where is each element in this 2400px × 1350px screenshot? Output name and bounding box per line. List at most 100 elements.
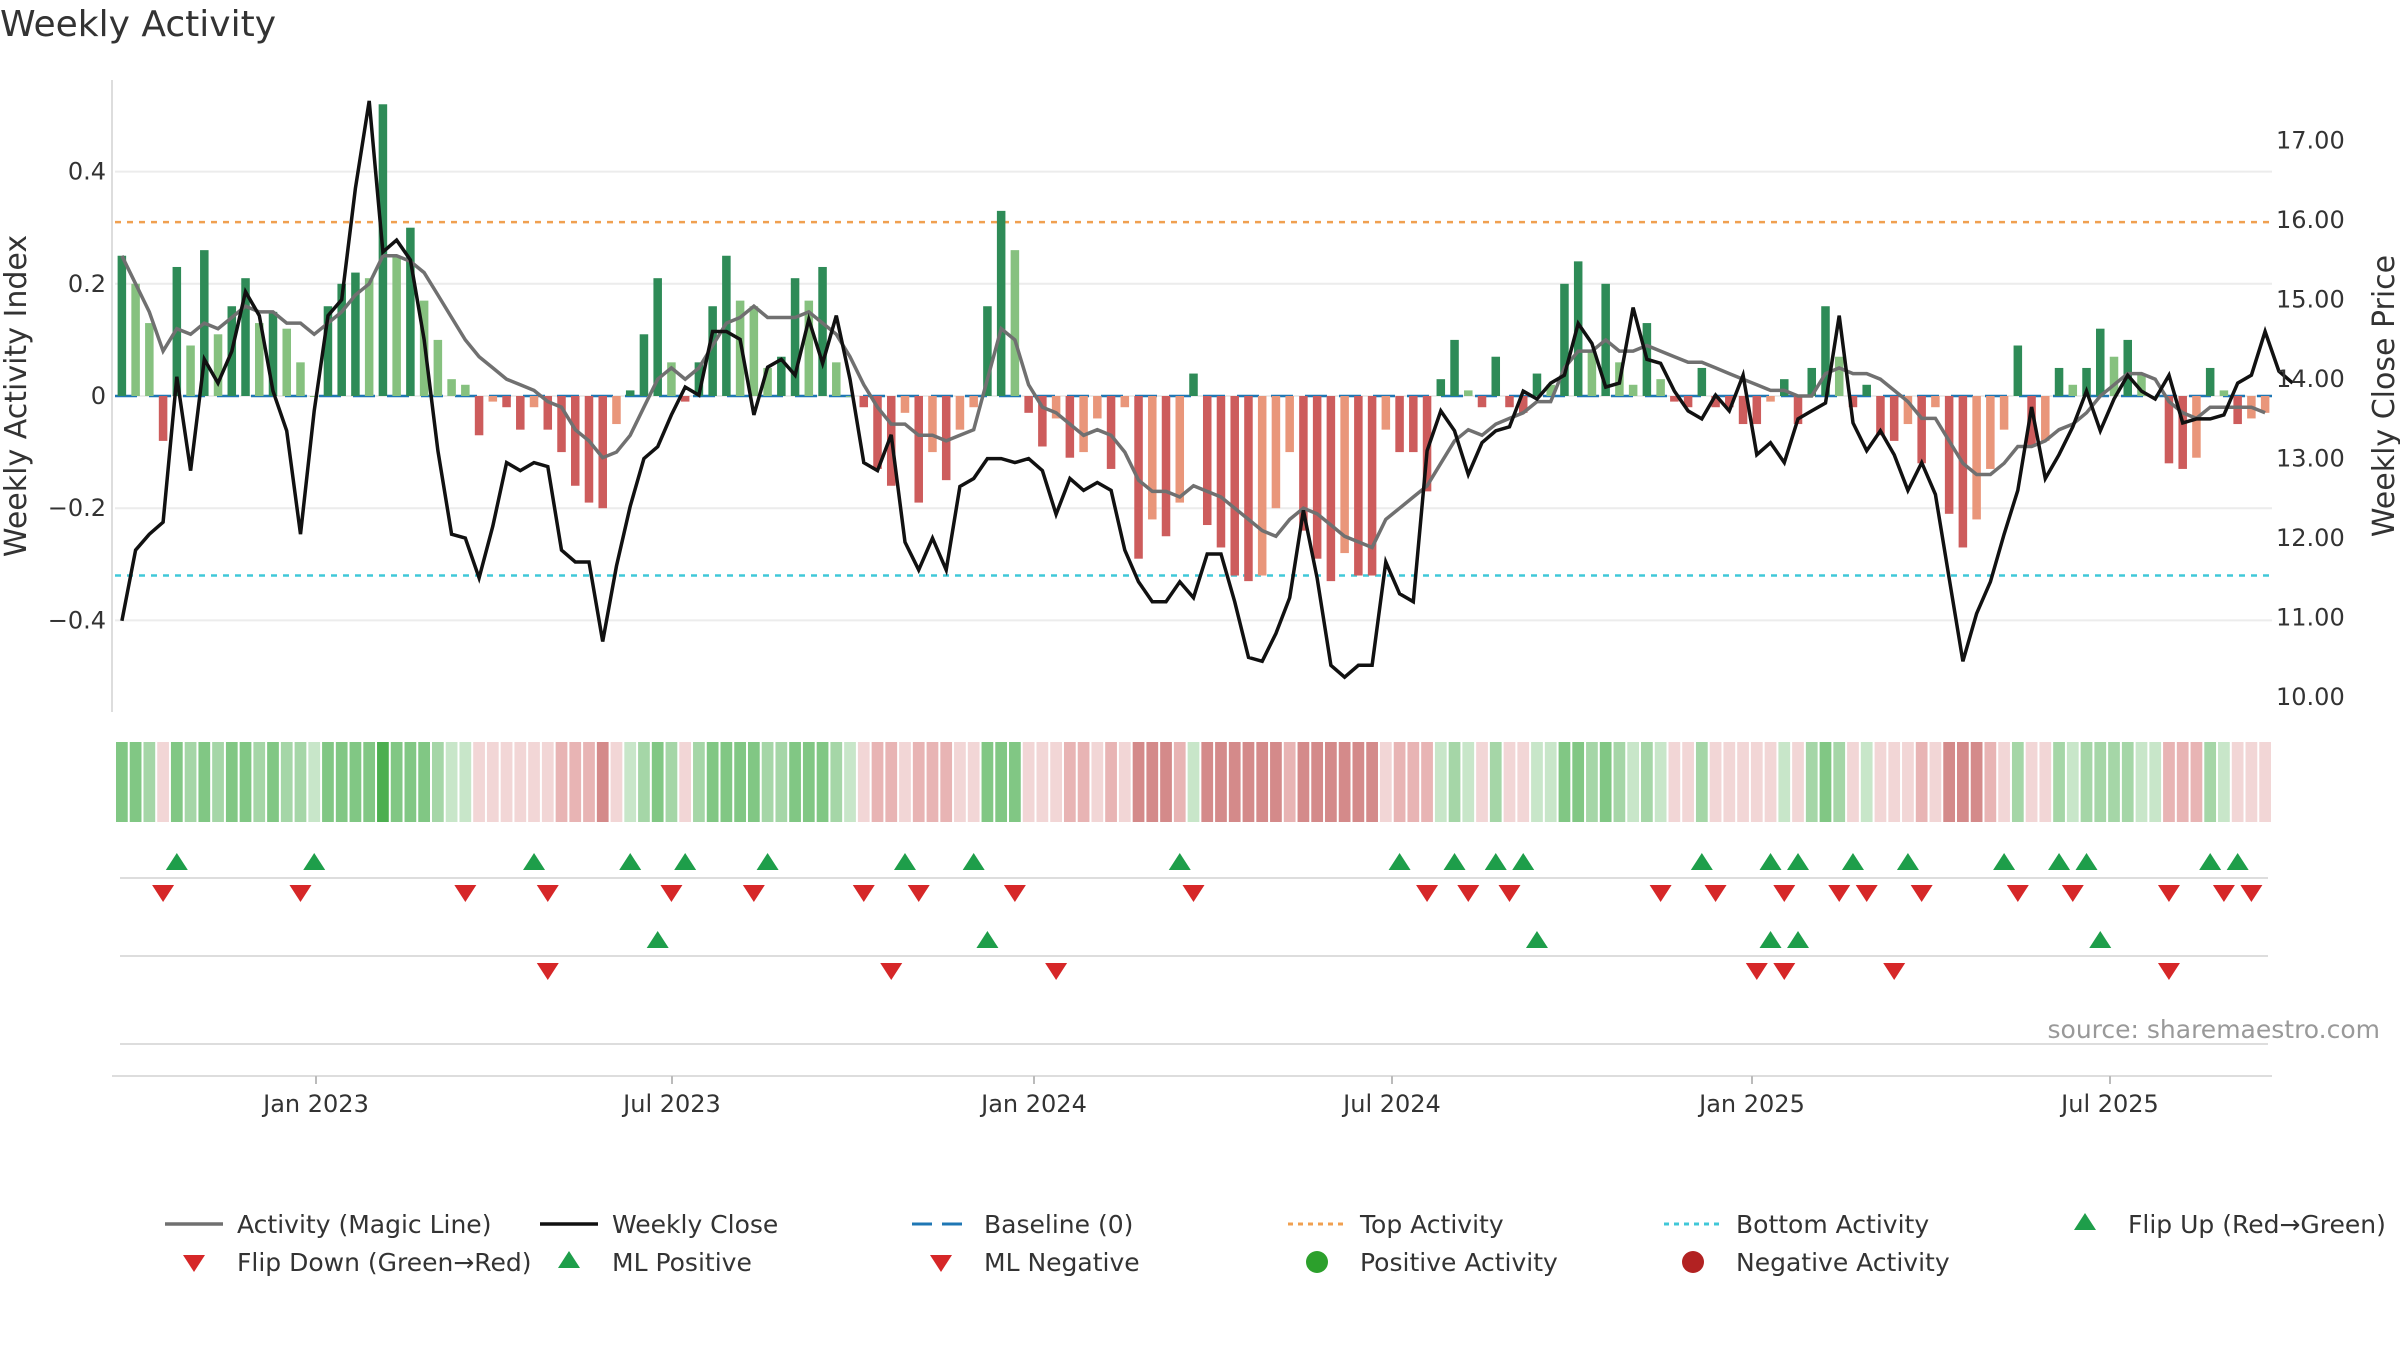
band-cell [734,742,746,822]
y-right-tick-label: 14.00 [2276,365,2345,393]
legend-item: Flip Down (Green→Red) [183,1248,532,1277]
flip-markers-panel [120,853,2268,902]
flip-up-marker [2075,853,2098,870]
activity-bar [1367,396,1377,576]
flip-down-marker [152,885,175,902]
flip-down-marker [2061,885,2084,902]
band-cell [1764,742,1777,822]
activity-bar [1340,396,1349,554]
activity-bar [612,396,621,425]
band-cell [1558,742,1571,822]
band-cell [1544,742,1557,822]
activity-bar [1024,396,1033,413]
flip-down-marker [1649,885,1672,902]
band-cell [844,742,856,822]
band-cell [1874,742,1887,822]
activity-bar [488,396,498,402]
flip-up-marker [1841,853,1864,870]
flip-down-marker [1773,885,1796,902]
band-cell [638,742,650,822]
band-cell [1132,742,1145,822]
flip-down-marker [742,885,765,902]
band-cell [1118,742,1131,822]
band-cell [679,742,692,822]
activity-bar [2013,345,2023,396]
activity-bar [1711,396,1720,408]
y-left-tick-label: 0 [91,382,106,410]
band-cell [1984,742,1997,822]
flip-up-marker [165,853,188,870]
flip-up-marker [1690,853,1713,870]
legend-item: Flip Up (Red→Green) [2074,1210,2386,1239]
flip-down-marker [1828,885,1851,902]
band-cell [1091,742,1104,822]
activity-bar [584,396,594,503]
band-cell [1599,742,1612,822]
activity-bar [1422,396,1432,492]
band-cell [280,742,293,822]
band-cell [225,742,238,822]
activity-bar [323,306,333,396]
magic-line-series [120,254,2266,550]
legend-item: Top Activity [1288,1210,1504,1239]
activity-bar [1697,367,1707,396]
band-cell [2163,742,2175,822]
band-cell [170,742,183,822]
activity-bar [1628,384,1638,396]
legend-item: Bottom Activity [1664,1210,1929,1239]
band-cell [2025,742,2038,822]
activity-bar [1202,396,1212,526]
band-cell [1737,742,1749,822]
flip-down-marker [907,885,930,902]
activity-bar [1450,339,1459,396]
activity-bar [1944,396,1954,514]
band-cell [1998,742,2010,822]
band-cell [486,742,499,822]
activity-bar [557,396,566,453]
activity-bar [2192,396,2201,458]
activity-bar [1477,396,1487,408]
legend-label: ML Positive [612,1248,752,1277]
activity-bar [1051,396,1061,419]
legend-item: Negative Activity [1682,1248,1950,1277]
band-cell [116,742,128,822]
x-axis: Jan 2023 Jul 2023 Jan 2024 Jul 2024 Jan 2025… [112,1075,2272,1118]
y-left-axis-title: Weekly Activity Index [0,235,34,557]
band-cell [1448,742,1461,822]
ml-negative-marker [2157,963,2180,980]
band-cell [1022,742,1035,822]
flip-up-marker [1168,853,1191,870]
flip-down-marker [1457,885,1480,902]
band-cell [1957,742,1969,822]
y-right-tick-label: 13.00 [2276,445,2345,473]
activity-bar [1931,396,1940,408]
activity-bar [2068,384,2078,396]
y-right-tick-label: 15.00 [2276,286,2345,314]
band-cell [500,742,513,822]
band-cell [1792,742,1804,822]
activity-bar [392,255,401,396]
band-cell [1077,742,1090,822]
ml-negative-marker [1883,963,1906,980]
band-cell [2080,742,2093,822]
band-cell [335,742,348,822]
legend-item: ML Positive [558,1248,752,1277]
activity-bar [309,396,319,397]
activity-bar [145,323,154,396]
ml-positive-marker [1787,931,1810,948]
band-cell [2121,742,2134,822]
legend-label: Positive Activity [1360,1248,1558,1277]
band-cell [1105,742,1117,822]
activity-bar [351,272,360,396]
x-tick-label: Jul 2023 [621,1090,721,1118]
ml-negative-marker [536,963,559,980]
activity-bar [1821,306,1830,396]
band-cell [349,742,362,822]
flip-up-marker [2199,853,2222,870]
activity-bar [570,396,580,486]
activity-bar [2109,356,2119,396]
activity-bar [1299,396,1308,531]
activity-bar [1972,396,1981,520]
band-cell [981,742,994,822]
band-cell [1146,742,1159,822]
